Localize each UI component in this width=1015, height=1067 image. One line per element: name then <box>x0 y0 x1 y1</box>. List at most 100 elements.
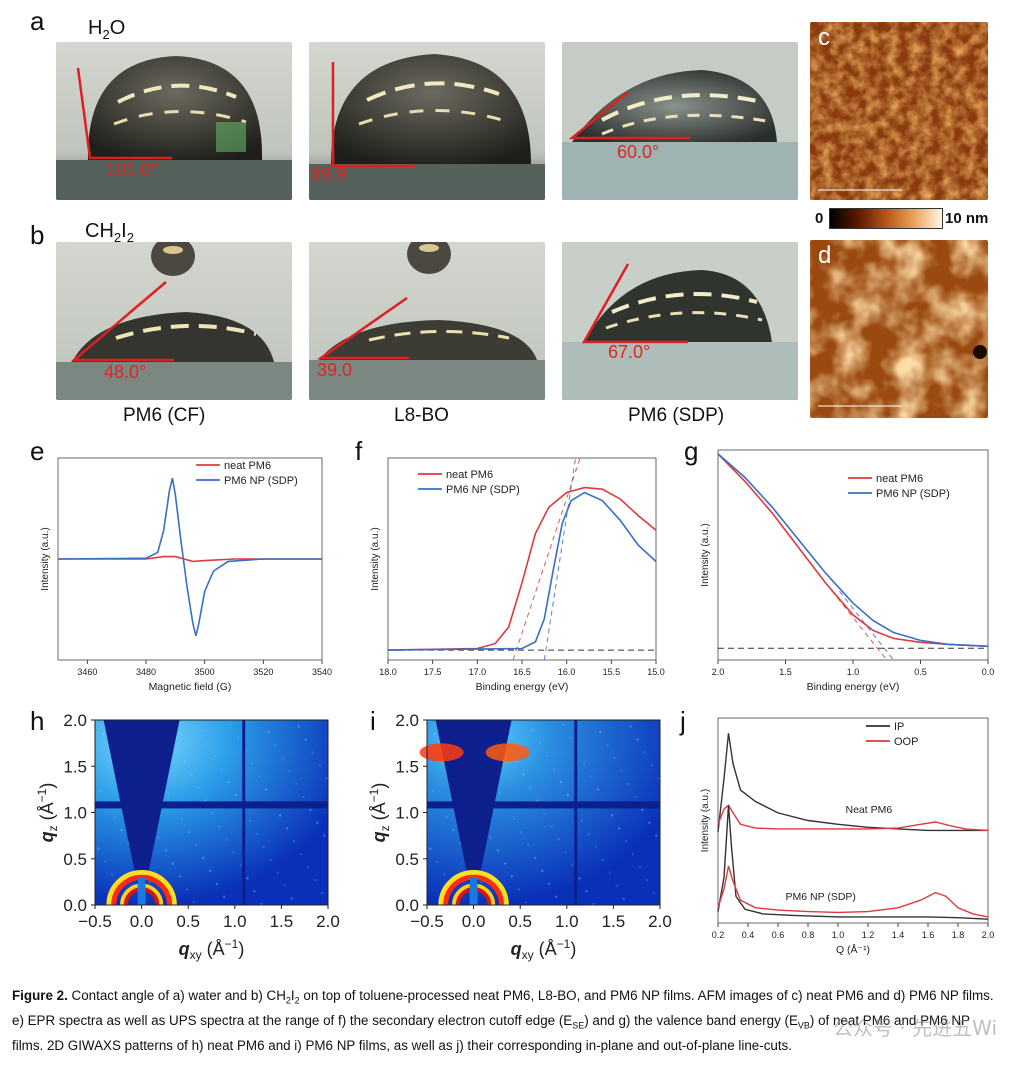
angle-water-l8-bo: 89.9 <box>311 164 347 184</box>
detector-gap-horizontal <box>427 801 660 809</box>
speckle <box>101 732 104 735</box>
speckle <box>197 786 200 789</box>
speckle <box>580 819 583 822</box>
speckle <box>190 773 193 776</box>
speckle <box>431 790 434 793</box>
speckle <box>97 847 100 850</box>
y-tick-label: 0.5 <box>63 850 87 869</box>
fit-line-0 <box>512 457 581 661</box>
legend-entry: PM6 NP (SDP) <box>224 475 298 487</box>
speckle <box>99 790 102 793</box>
x-tick-label: 2.0 <box>316 912 340 931</box>
speckle <box>183 760 186 763</box>
speckle <box>566 794 569 796</box>
speckle <box>286 827 289 830</box>
y-tick-label: 0.0 <box>395 896 419 915</box>
line-charts-efg: 3460 3480 3500 3520 3540 Magnetic field (G) In… <box>40 449 994 693</box>
speckle <box>625 840 628 843</box>
x-tick-label: 0.4 <box>742 930 755 940</box>
speckle <box>167 792 170 795</box>
panel-f-label: f <box>355 436 363 466</box>
x-tick-label: 1.0 <box>847 667 860 677</box>
x-tick-label: 3480 <box>136 667 156 677</box>
x-tick-label: 0.5 <box>914 667 927 677</box>
x-tick-label: 0.2 <box>712 930 725 940</box>
speckle <box>524 901 527 904</box>
speckle <box>496 849 499 852</box>
speckle <box>587 832 590 835</box>
plot-frame <box>717 717 989 924</box>
panel-h-label: h <box>30 706 45 736</box>
fit-line-1 <box>543 457 577 661</box>
annotation-pm6-np: PM6 NP (SDP) <box>786 891 856 903</box>
speckle <box>267 731 270 734</box>
series-line-neat-pm6-0 <box>717 453 989 648</box>
water-drop-photo-pm6-cf: 101.0° <box>56 42 292 200</box>
x-tick-label: −0.5 <box>410 912 444 931</box>
speckle <box>325 777 328 780</box>
speckle <box>429 847 432 850</box>
angle-ch2i2-pm6-cf: 48.0° <box>104 362 147 382</box>
chart-f: 18.0 17.5 17.0 16.5 16.0 15.5 15.0 Binding ener… <box>370 457 665 693</box>
watermark: 公众号 · 先进五Wi <box>833 1016 997 1040</box>
speckle <box>534 856 537 859</box>
water-drop-photo-pm6-sdp: 60.0° <box>562 42 798 200</box>
speckle <box>648 821 651 824</box>
panel-a-label: a <box>30 6 45 36</box>
speckle <box>95 720 97 722</box>
legend-entry: neat PM6 <box>446 469 493 481</box>
legend-entry: OOP <box>894 736 918 748</box>
speckle <box>202 856 205 859</box>
speckle <box>513 818 516 821</box>
speckle <box>427 720 429 722</box>
speckle <box>618 827 621 830</box>
x-tick-label: 3520 <box>253 667 273 677</box>
y-tick-label: 1.0 <box>63 804 87 823</box>
x-tick-label: 2.0 <box>712 667 725 677</box>
speckle <box>443 873 446 876</box>
x-axis-label: Binding energy (eV) <box>476 681 569 693</box>
speckle <box>197 786 200 789</box>
x-tick-label: 15.5 <box>603 667 621 677</box>
speckle <box>433 732 436 735</box>
speckle <box>517 888 520 891</box>
x-tick-label: 0.5 <box>508 912 532 931</box>
speckle <box>545 755 548 758</box>
x-tick-label: 1.0 <box>555 912 579 931</box>
speckle <box>571 864 574 867</box>
x-tick-label: 17.5 <box>424 667 442 677</box>
speckle <box>615 884 618 887</box>
speckle <box>534 856 537 859</box>
speckle <box>611 814 614 817</box>
speckle <box>608 871 611 874</box>
speckle <box>216 882 219 885</box>
x-tick-label: 16.0 <box>558 667 576 677</box>
series-line-ip-0 <box>717 733 988 832</box>
speckle <box>653 892 656 895</box>
afm-colorbar <box>829 208 943 229</box>
angle-ch2i2-pm6-sdp: 67.0° <box>608 342 651 362</box>
speckle <box>515 760 518 763</box>
y-tick-label: 1.5 <box>395 757 419 776</box>
speckle <box>601 858 604 861</box>
series-line-pm6-np-sdp--1 <box>717 453 989 648</box>
speckle <box>120 829 123 832</box>
ch2i2-drop-photo-pm6-sdp: 67.0° <box>562 242 798 400</box>
speckle <box>459 842 462 845</box>
speckle <box>585 890 588 893</box>
speckle <box>95 720 97 722</box>
speckle <box>321 892 324 895</box>
fit-line-0 <box>825 583 888 661</box>
x-tick-label: 1.5 <box>602 912 626 931</box>
speckle <box>522 773 525 776</box>
speckle <box>111 873 114 876</box>
speckle <box>246 877 249 880</box>
detector-gap-vertical <box>242 720 246 905</box>
speckle <box>309 808 312 811</box>
legend-entry: neat PM6 <box>876 473 923 485</box>
speckle <box>195 843 198 846</box>
y-tick-label: 2.0 <box>63 711 87 730</box>
speckle <box>636 738 639 741</box>
speckle <box>599 731 602 734</box>
